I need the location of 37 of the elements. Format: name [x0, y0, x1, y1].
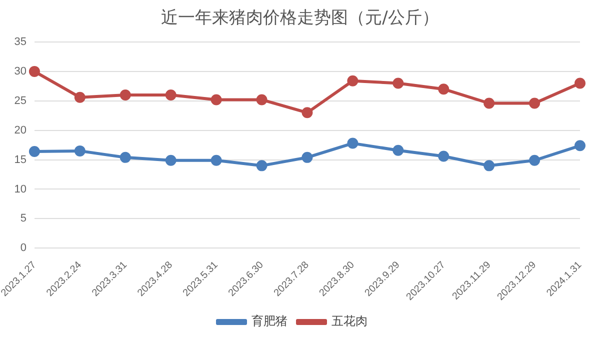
point — [165, 90, 176, 101]
point — [74, 145, 86, 156]
point — [392, 78, 404, 89]
point — [574, 78, 586, 89]
point — [210, 154, 222, 166]
y-tick-label: 30 — [14, 65, 26, 78]
point — [74, 92, 86, 103]
point — [28, 146, 40, 158]
point — [120, 90, 131, 101]
legend-label: 五花肉 — [332, 314, 368, 328]
point — [210, 94, 222, 106]
point — [438, 84, 450, 95]
point — [574, 140, 586, 152]
point — [256, 160, 268, 172]
y-tick-label: 20 — [14, 124, 26, 136]
y-tick-label: 5 — [20, 212, 26, 225]
point — [392, 144, 404, 156]
y-tick-label: 25 — [14, 94, 26, 107]
y-tick-label: 15 — [14, 154, 26, 166]
chart-title: 近一年来猪肉价格走势图（元/公斤） — [160, 7, 440, 29]
point — [165, 154, 176, 166]
legend-label: 育肥猪 — [252, 314, 288, 328]
point — [529, 98, 540, 109]
point — [256, 94, 268, 106]
point — [347, 138, 358, 149]
point — [302, 107, 313, 118]
point — [484, 98, 495, 109]
y-tick-label: 10 — [14, 183, 26, 196]
point — [302, 152, 313, 163]
point — [438, 150, 450, 162]
point — [484, 160, 495, 172]
y-tick-label: 35 — [14, 36, 26, 48]
point — [347, 75, 358, 86]
point — [529, 154, 540, 166]
point — [28, 66, 40, 77]
point — [120, 152, 131, 163]
y-tick-label: 0 — [20, 242, 26, 254]
